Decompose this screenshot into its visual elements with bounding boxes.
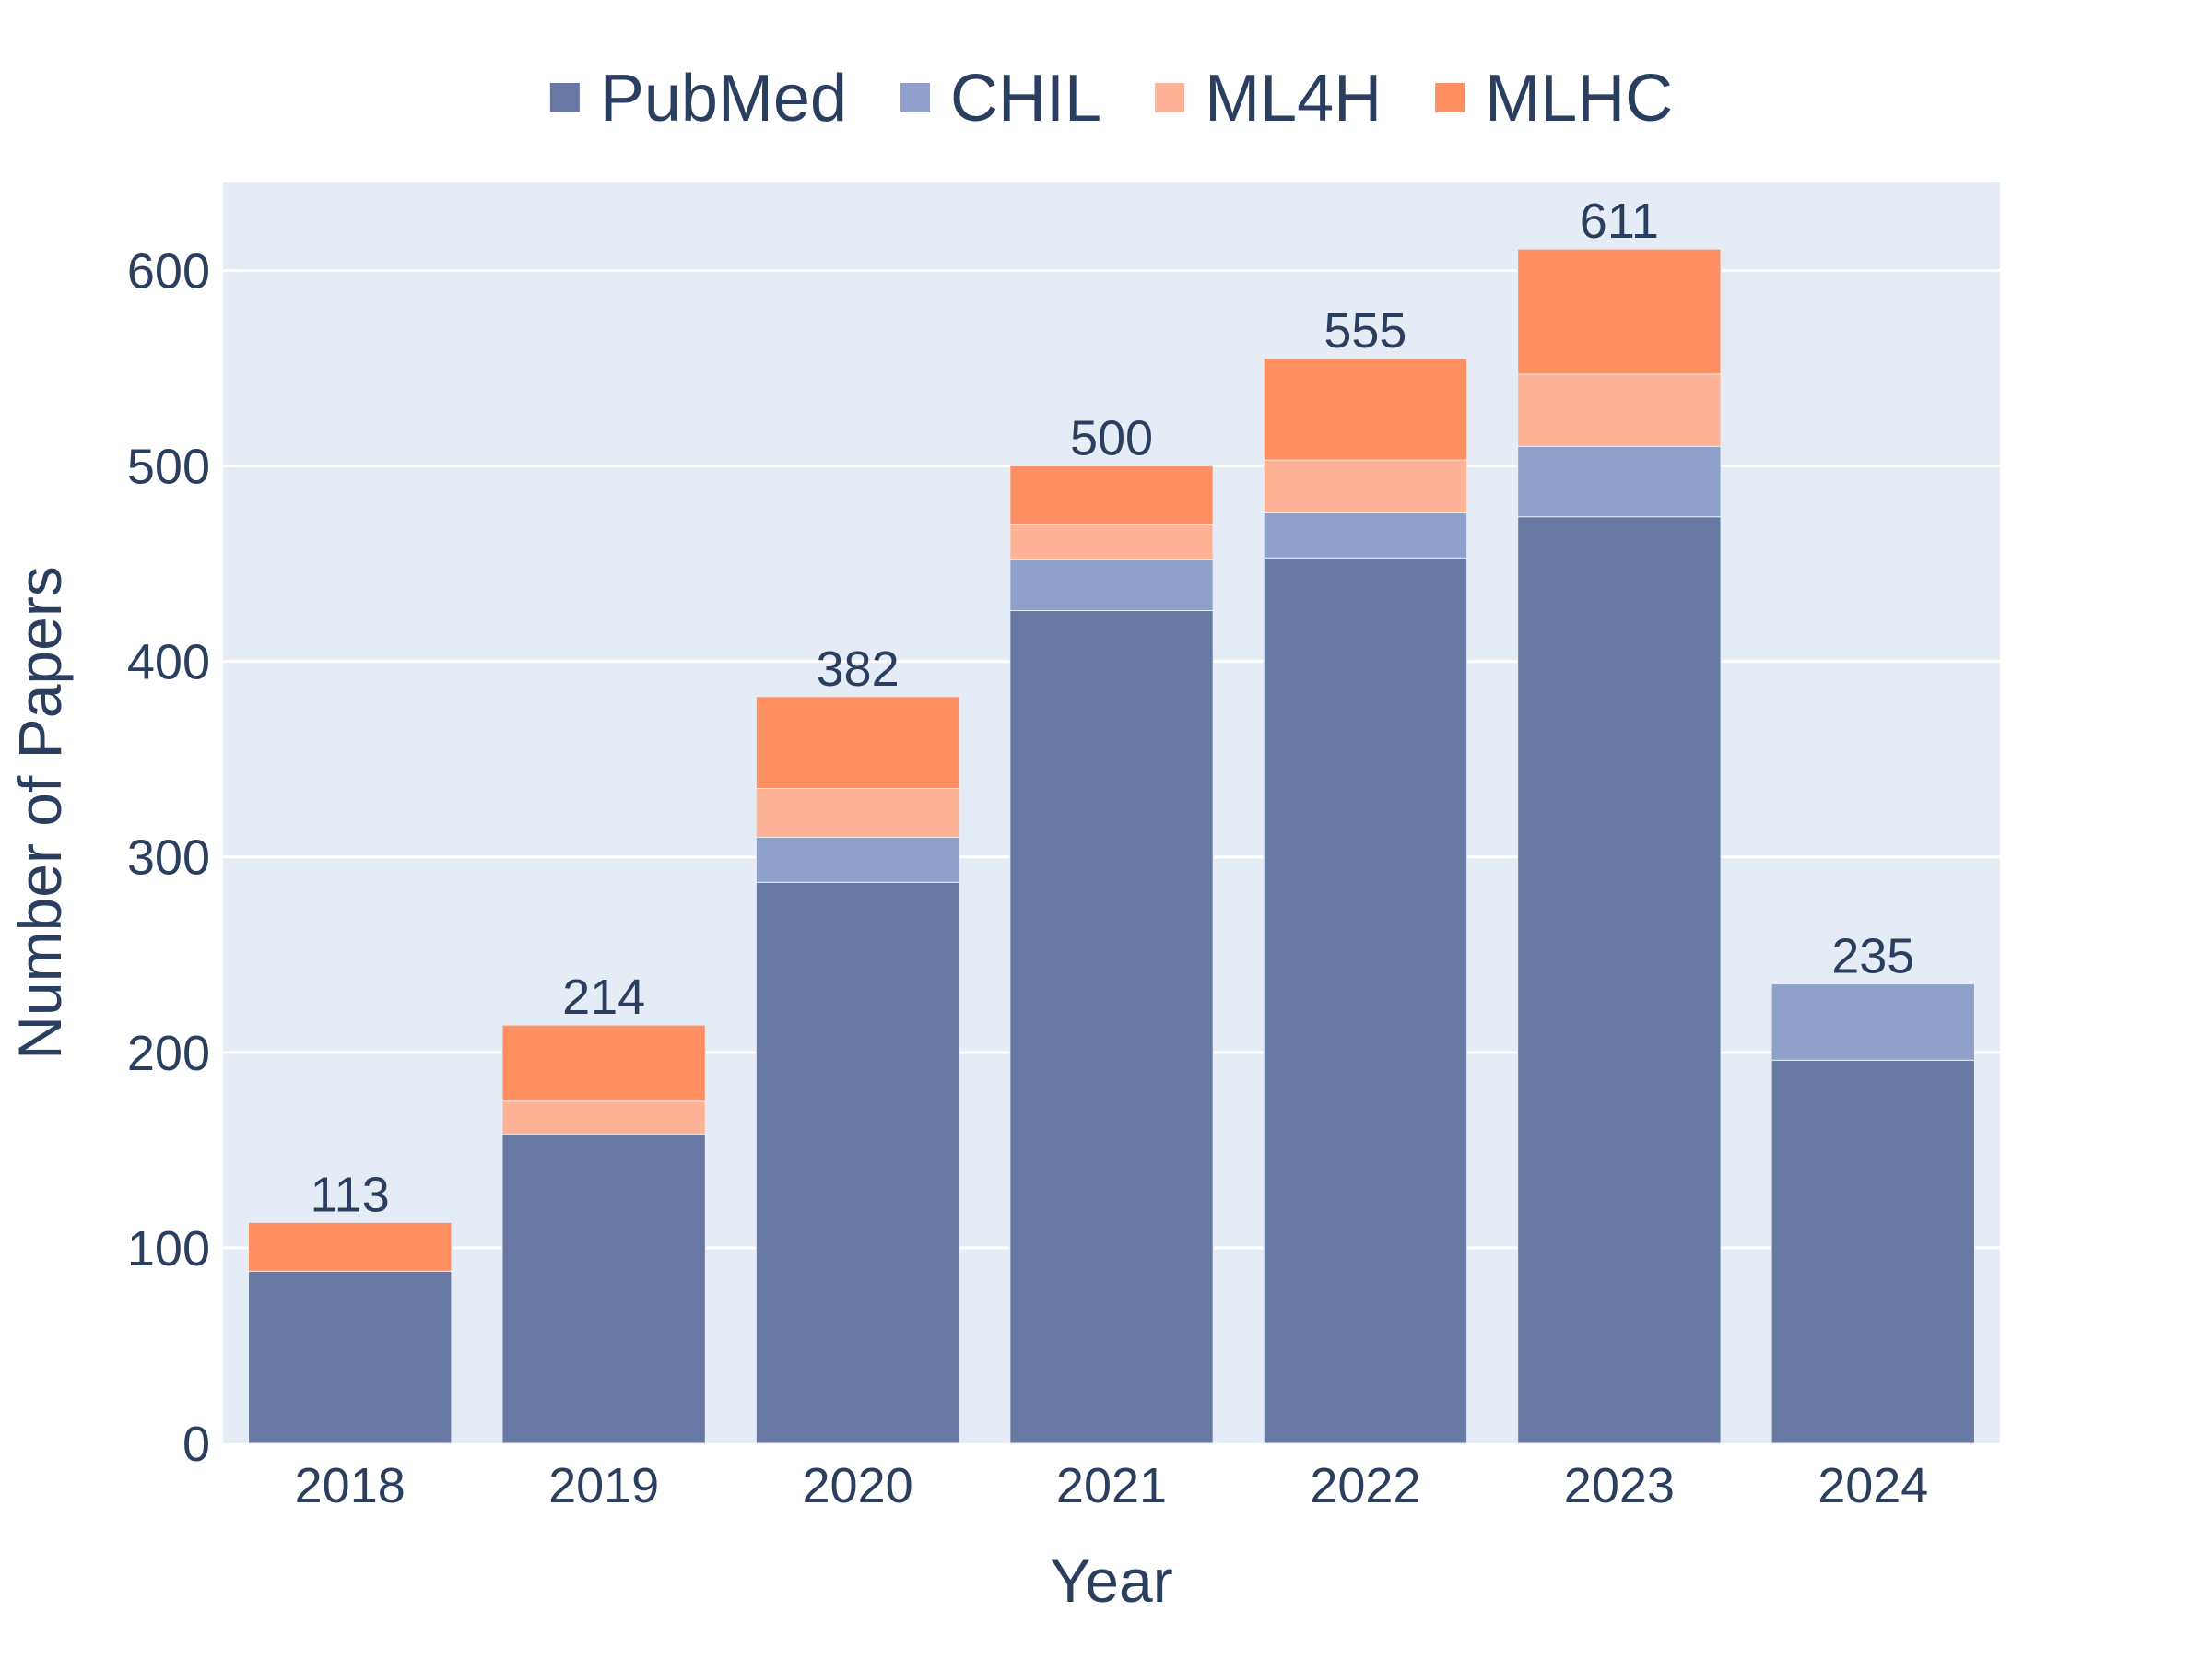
bar-chil-2022 [1263,512,1468,559]
y-tick-label: 500 [127,440,210,495]
x-tick-label-2022: 2022 [1310,1458,1420,1513]
y-axis-ticks: 0 100 200 300 400 500 600 [127,243,210,1472]
bar-ml4h-2021 [1009,524,1214,560]
x-tick-label-2024: 2024 [1818,1458,1928,1513]
y-tick-label: 600 [127,243,210,299]
bar-mlhc-2022 [1263,358,1468,461]
bar-pubmed-2022 [1263,557,1468,1444]
total-label-2019: 214 [562,970,645,1025]
bar-pubmed-2021 [1009,609,1214,1444]
x-tick-label-2018: 2018 [295,1458,406,1513]
bar-pubmed-2018 [248,1270,453,1444]
legend-swatch-mlhc [1435,83,1465,112]
y-tick-label: 400 [127,635,210,690]
bar-ml4h-2022 [1263,459,1468,513]
total-label-2018: 113 [311,1167,390,1222]
total-label-2022: 555 [1324,303,1406,359]
bar-ml4h-2020 [755,787,960,839]
bar-pubmed-2024 [1771,1059,1975,1444]
bar-chil-2020 [755,837,960,883]
y-tick-label: 100 [127,1221,210,1277]
bar-ml4h-2019 [501,1100,706,1135]
x-axis-title: Year [1050,1547,1172,1615]
y-tick-label: 300 [127,830,210,886]
bar-mlhc-2023 [1517,248,1722,375]
bar-mlhc-2018 [248,1221,453,1272]
bar-mlhc-2020 [755,696,960,789]
legend-label-mlhc: MLHC [1485,62,1673,135]
x-axis-ticks: 2018 2019 2020 2021 2022 2023 2024 [295,1458,1929,1513]
legend: PubMed CHIL ML4H MLHC [549,62,1673,135]
x-tick-label-2021: 2021 [1056,1458,1167,1513]
x-tick-label-2023: 2023 [1564,1458,1675,1513]
legend-swatch-ml4h [1155,83,1185,112]
bar-chil-2021 [1009,559,1214,611]
total-label-2024: 235 [1831,929,1914,984]
legend-swatch-chil [900,83,931,112]
total-label-2021: 500 [1070,411,1153,466]
legend-label-chil: CHIL [950,62,1101,135]
y-tick-label: 0 [182,1417,210,1472]
bar-pubmed-2020 [755,881,960,1444]
bars [248,248,1975,1444]
y-tick-label: 200 [127,1026,210,1081]
total-label-2023: 611 [1580,194,1659,249]
bar-ml4h-2023 [1517,373,1722,447]
bar-chil-2023 [1517,445,1722,518]
bar-pubmed-2019 [501,1134,706,1444]
x-tick-label-2019: 2019 [548,1458,659,1513]
legend-swatch-pubmed [549,83,580,112]
y-axis-title: Number of Papers [6,566,74,1060]
x-tick-label-2020: 2020 [803,1458,913,1513]
bar-mlhc-2019 [501,1024,706,1102]
bar-pubmed-2023 [1517,516,1722,1444]
bar-chil-2024 [1771,983,1975,1061]
bar-total-labels: 113 214 382 500 555 611 235 [311,194,1915,1222]
bar-mlhc-2021 [1009,465,1214,525]
legend-label-ml4h: ML4H [1205,62,1382,135]
total-label-2020: 382 [817,641,900,697]
legend-label-pubmed: PubMed [600,62,847,135]
